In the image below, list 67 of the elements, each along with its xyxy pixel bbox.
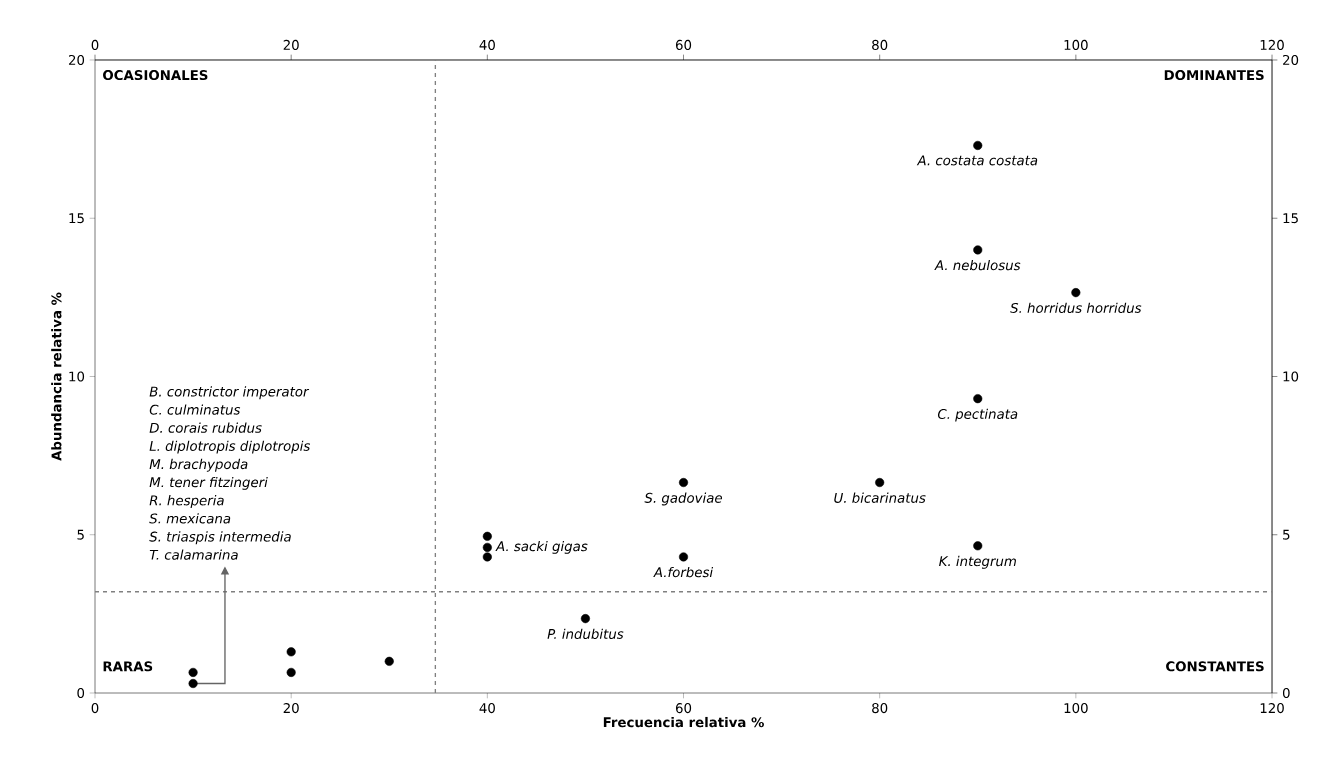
point xyxy=(286,667,296,677)
point xyxy=(188,667,198,677)
point xyxy=(482,552,492,562)
annotation: A.forbesi xyxy=(653,566,714,578)
x-tick-label: 0 xyxy=(91,703,99,714)
x-tick-label: 120 xyxy=(1260,703,1284,714)
y-tick-label: 0 xyxy=(77,687,85,699)
point xyxy=(678,552,689,562)
y2-tick-label: 15 xyxy=(1283,213,1298,224)
point xyxy=(482,542,492,552)
annotation: D. corais rubidus xyxy=(149,422,262,433)
annotation: M. tener fitzingeri xyxy=(149,476,268,490)
annotation: DOMINANTES xyxy=(1164,70,1264,81)
annotation: K. integrum xyxy=(939,555,1016,569)
x-tick-label: 80 xyxy=(872,703,888,714)
x2-tick-label: 60 xyxy=(675,39,692,50)
annotation: T. calamarina xyxy=(149,549,238,560)
x-tick-label: 40 xyxy=(479,703,495,714)
annotation: A. nebulosus xyxy=(934,259,1021,271)
annotation: A. costata costata xyxy=(916,155,1038,166)
annotation: A. sacki gigas xyxy=(495,540,588,554)
annotation: M. brachypoda xyxy=(149,458,248,472)
x2-tick-label: 40 xyxy=(479,39,495,50)
y-tick-label: 10 xyxy=(69,371,85,382)
x2-tick-label: 100 xyxy=(1064,39,1088,50)
point xyxy=(580,614,590,624)
annotation: C. pectinata xyxy=(937,408,1018,422)
point xyxy=(973,140,983,150)
point xyxy=(973,541,983,551)
x-axis-title: Frecuencia relativa % xyxy=(603,716,764,728)
point xyxy=(973,245,983,255)
annotation: R. hesperia xyxy=(149,495,224,508)
annotation: S. mexicana xyxy=(149,513,231,524)
x2-tick-label: 120 xyxy=(1260,39,1284,50)
annotation: S. horridus horridus xyxy=(1010,302,1142,313)
point xyxy=(188,678,198,689)
y-tick-label: 5 xyxy=(77,529,84,540)
y-tick-label: 20 xyxy=(68,54,85,66)
annotation: U. bicarinatus xyxy=(834,492,926,503)
annotation: C. culminatus xyxy=(149,404,241,415)
annotation: S. gadoviae xyxy=(644,492,723,506)
annotation: RARAS xyxy=(103,661,153,672)
annotation: L. diplotropis diplotropis xyxy=(149,440,311,454)
point xyxy=(482,531,492,541)
point xyxy=(286,647,296,657)
point xyxy=(973,394,983,404)
x-tick-label: 20 xyxy=(283,703,299,714)
y-tick-label: 15 xyxy=(69,213,84,224)
y2-tick-label: 10 xyxy=(1283,371,1299,382)
annotation: S. triaspis intermedia xyxy=(149,531,291,545)
annotation: P. indubitus xyxy=(547,628,624,639)
y2-tick-label: 0 xyxy=(1282,687,1290,699)
point xyxy=(875,477,885,488)
point xyxy=(678,477,689,488)
annotation: B. constrictor imperator xyxy=(149,386,310,400)
point xyxy=(384,656,394,666)
x2-tick-label: 0 xyxy=(91,39,99,50)
y-axis-title: Abundancia relativa % xyxy=(51,292,62,461)
x-tick-label: 60 xyxy=(675,703,692,714)
y2-tick-label: 5 xyxy=(1283,529,1290,540)
annotation: OCASIONALES xyxy=(103,70,208,81)
x2-tick-label: 80 xyxy=(872,39,888,50)
x2-tick-label: 20 xyxy=(283,39,299,50)
y2-tick-label: 20 xyxy=(1283,54,1299,66)
x-tick-label: 100 xyxy=(1064,703,1088,714)
annotation: CONSTANTES xyxy=(1166,661,1264,672)
point xyxy=(1071,288,1081,298)
